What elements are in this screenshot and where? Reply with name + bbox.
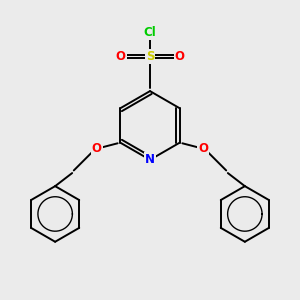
Text: N: N xyxy=(145,153,155,166)
Text: S: S xyxy=(146,50,154,63)
Text: O: O xyxy=(116,50,126,63)
Text: Cl: Cl xyxy=(144,26,156,39)
Text: O: O xyxy=(92,142,102,155)
Text: O: O xyxy=(174,50,184,63)
Text: O: O xyxy=(198,142,208,155)
